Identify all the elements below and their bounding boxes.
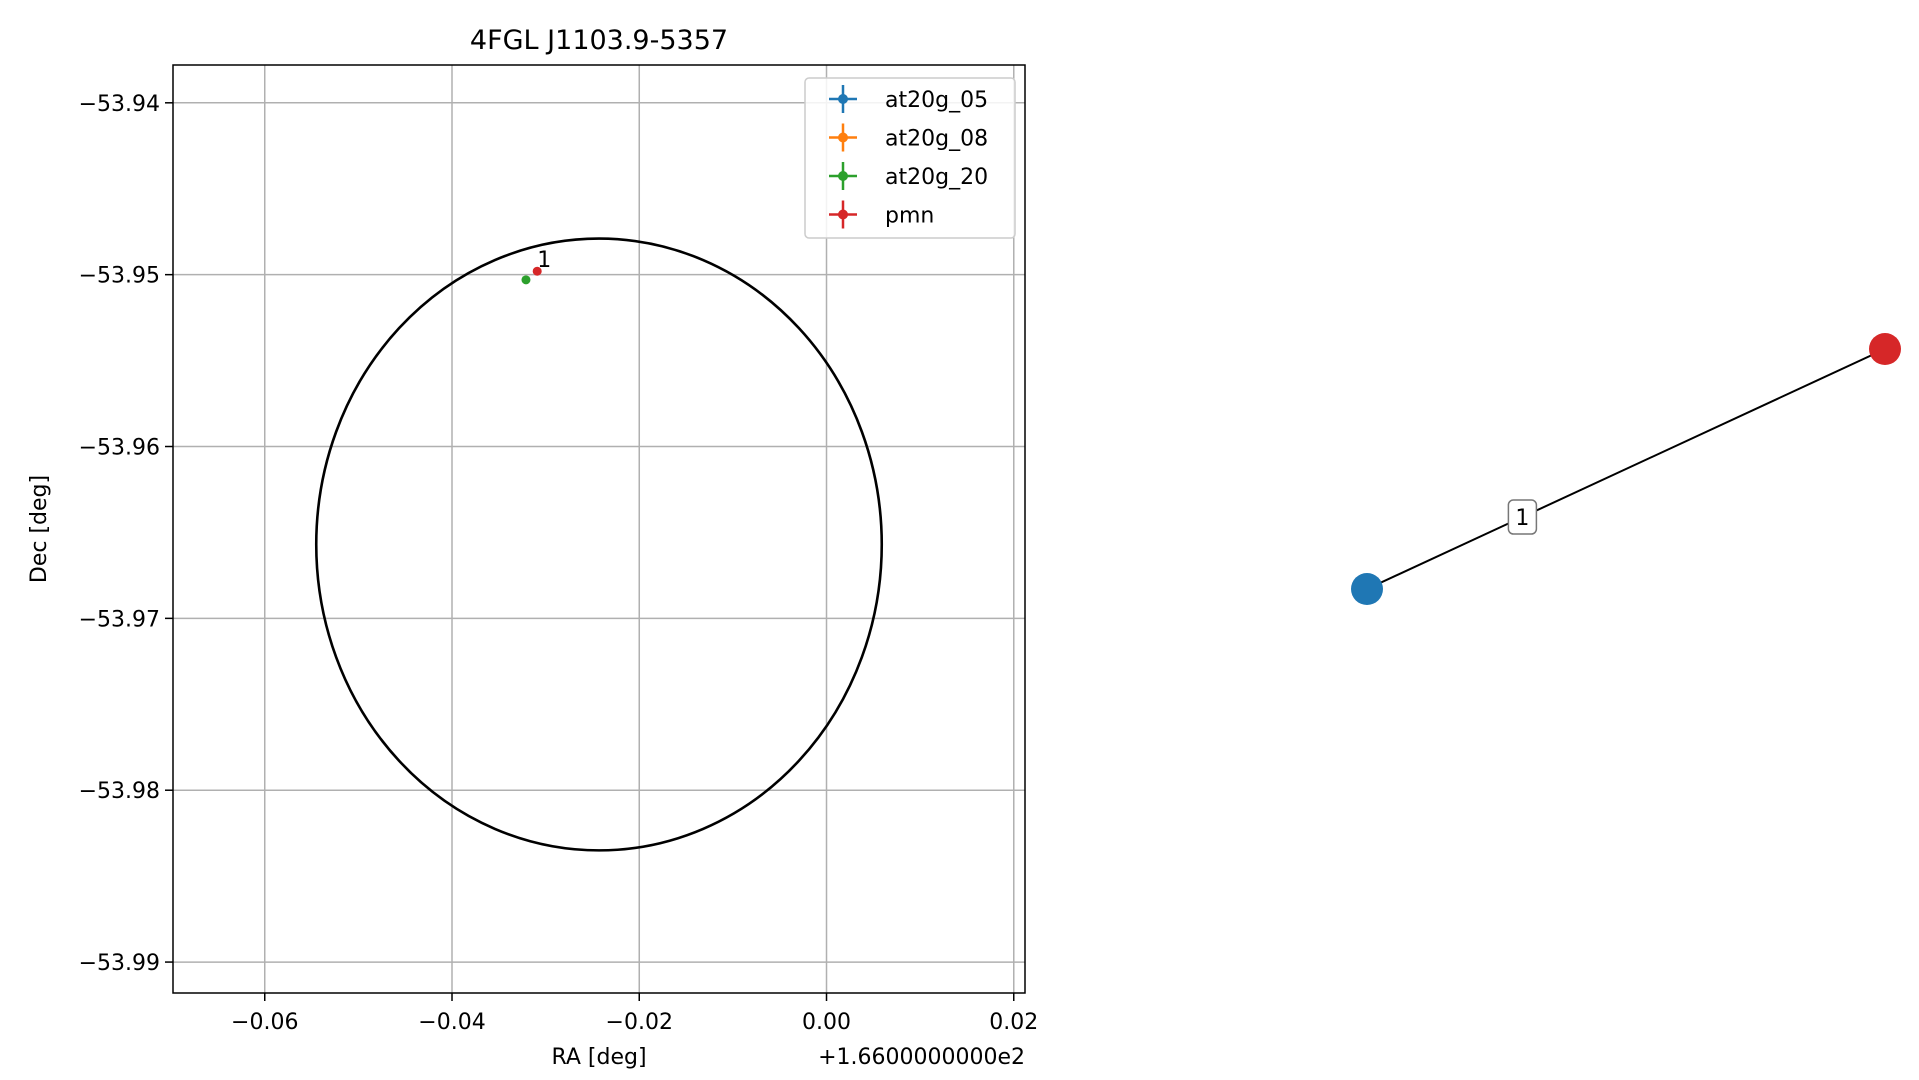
legend-label: at20g_08	[885, 127, 988, 152]
points-layer: 1	[521, 248, 551, 285]
x-tick-label: 0.02	[989, 1010, 1038, 1035]
legend-marker	[838, 209, 848, 220]
legend-item: at20g_08	[829, 123, 988, 152]
ticks-layer: −0.06 −0.04 −0.02 0.00 0.02 −53.94 −53.95 −53.9…	[79, 92, 1039, 1035]
legend-box	[804, 77, 1016, 239]
y-tick-label: −53.95	[79, 264, 160, 289]
edge-label: 1	[1515, 506, 1529, 531]
scatter-panel: 1 −0.06 −0.04 −0.02 0.00 0.02 −53.94 −53.95 −53…	[27, 25, 1038, 1070]
network-node	[1351, 573, 1383, 605]
x-tick-label: −0.04	[418, 1010, 485, 1035]
point-pmn	[532, 266, 542, 276]
x-tick-label: −0.02	[606, 1010, 673, 1035]
legend-marker	[838, 132, 848, 143]
x-tick-label: −0.06	[231, 1010, 298, 1035]
y-tick-label: −53.94	[79, 92, 160, 117]
network-edge	[1366, 348, 1886, 590]
legend-label: pmn	[885, 204, 934, 229]
x-offset-label: +1.6600000000e2	[818, 1045, 1025, 1070]
y-tick-label: −53.99	[79, 951, 160, 976]
y-tick-label: −53.96	[79, 436, 160, 461]
legend-label: at20g_20	[885, 165, 988, 190]
legend-item: at20g_05	[829, 85, 988, 113]
edge-label-box	[1507, 499, 1538, 535]
legend-label: at20g_05	[885, 88, 988, 113]
frame-layer	[172, 64, 1026, 994]
x-axis-label: RA [deg]	[551, 1045, 646, 1070]
legend-item: at20g_20	[829, 162, 988, 190]
network-node	[1869, 333, 1901, 365]
localization-ellipse	[314, 237, 884, 852]
legend-item: pmn	[829, 200, 934, 229]
point-at20g_20	[521, 275, 531, 285]
y-tick-label: −53.97	[79, 607, 160, 632]
grid-layer	[173, 65, 1025, 993]
x-tick-label: 0.00	[802, 1010, 851, 1035]
legend-marker	[838, 94, 848, 104]
ellipse-layer	[314, 237, 884, 852]
point-annotation: 1	[537, 248, 551, 273]
legend-marker	[838, 171, 848, 181]
y-tick-label: −53.98	[79, 779, 160, 804]
y-axis-label: Dec [deg]	[27, 475, 52, 583]
plot-frame	[172, 64, 1026, 994]
chart-title: 4FGL J1103.9-5357	[470, 25, 728, 56]
network-panel: 1	[1351, 333, 1901, 605]
